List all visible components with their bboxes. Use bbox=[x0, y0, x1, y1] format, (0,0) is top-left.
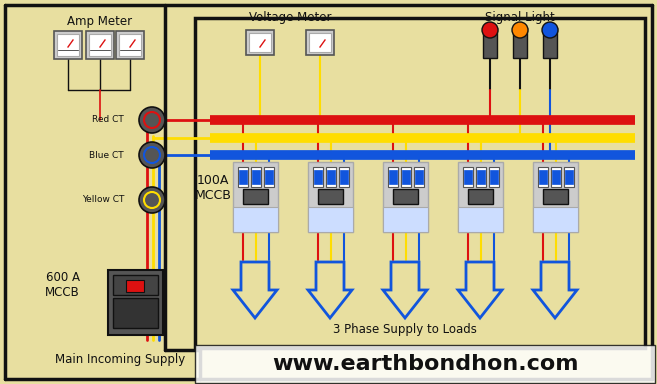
Text: Yellow CT: Yellow CT bbox=[81, 195, 124, 205]
Circle shape bbox=[139, 107, 165, 133]
Bar bbox=[313, 167, 323, 187]
Bar bbox=[233, 162, 278, 232]
Text: Voltage Meter: Voltage Meter bbox=[249, 12, 331, 25]
Bar bbox=[489, 167, 499, 187]
Bar bbox=[306, 30, 334, 55]
Bar bbox=[113, 275, 158, 295]
Bar bbox=[477, 170, 485, 184]
Bar bbox=[393, 189, 418, 204]
Bar bbox=[195, 18, 645, 348]
Bar bbox=[458, 162, 503, 232]
Bar bbox=[458, 207, 503, 232]
Text: www.earthbondhon.com: www.earthbondhon.com bbox=[272, 354, 578, 374]
Bar bbox=[539, 170, 547, 184]
Bar bbox=[54, 31, 82, 59]
Bar bbox=[388, 167, 398, 187]
Bar bbox=[565, 170, 573, 184]
Bar bbox=[383, 162, 428, 232]
Bar bbox=[86, 31, 114, 59]
Bar bbox=[249, 33, 271, 52]
Bar bbox=[108, 270, 163, 335]
Bar bbox=[468, 189, 493, 204]
Bar bbox=[340, 170, 348, 184]
Text: 100A
MCCB: 100A MCCB bbox=[194, 174, 231, 202]
Bar bbox=[464, 170, 472, 184]
Bar bbox=[314, 170, 322, 184]
Circle shape bbox=[542, 22, 558, 38]
Bar bbox=[308, 162, 353, 232]
Circle shape bbox=[139, 142, 165, 168]
Bar bbox=[490, 170, 498, 184]
Bar bbox=[309, 33, 331, 52]
Bar bbox=[552, 170, 560, 184]
Bar bbox=[483, 28, 497, 58]
Bar bbox=[116, 31, 144, 59]
Bar bbox=[246, 30, 274, 55]
Text: Blue CT: Blue CT bbox=[89, 151, 124, 159]
Bar bbox=[233, 207, 278, 232]
Bar bbox=[89, 34, 111, 56]
Bar bbox=[401, 167, 411, 187]
Bar bbox=[533, 207, 578, 232]
Bar bbox=[538, 167, 548, 187]
Bar bbox=[564, 167, 574, 187]
Bar bbox=[327, 170, 335, 184]
Text: Signal Light: Signal Light bbox=[485, 12, 555, 25]
Bar bbox=[414, 167, 424, 187]
Bar bbox=[339, 167, 349, 187]
Circle shape bbox=[139, 187, 165, 213]
Bar bbox=[543, 189, 568, 204]
Text: 3 Phase Supply to Loads: 3 Phase Supply to Loads bbox=[333, 323, 477, 336]
Bar bbox=[476, 167, 486, 187]
Bar bbox=[543, 28, 557, 58]
Bar bbox=[265, 170, 273, 184]
Bar bbox=[238, 167, 248, 187]
Text: Main Incoming Supply: Main Incoming Supply bbox=[55, 354, 185, 366]
Bar bbox=[402, 170, 410, 184]
Bar bbox=[415, 170, 423, 184]
Text: Amp Meter: Amp Meter bbox=[68, 15, 133, 28]
Bar bbox=[113, 298, 158, 328]
Circle shape bbox=[512, 22, 528, 38]
Bar bbox=[251, 167, 261, 187]
Text: 600 A
MCCB: 600 A MCCB bbox=[45, 271, 80, 299]
Bar bbox=[551, 167, 561, 187]
Bar bbox=[252, 170, 260, 184]
Bar bbox=[389, 170, 397, 184]
Bar bbox=[326, 167, 336, 187]
Bar bbox=[243, 189, 268, 204]
Bar bbox=[318, 189, 343, 204]
Bar bbox=[57, 34, 79, 56]
Bar bbox=[195, 345, 655, 383]
Bar bbox=[126, 280, 144, 292]
Bar bbox=[308, 207, 353, 232]
Bar bbox=[239, 170, 247, 184]
Bar bbox=[119, 34, 141, 56]
Circle shape bbox=[482, 22, 498, 38]
Bar bbox=[533, 162, 578, 232]
Bar bbox=[463, 167, 473, 187]
Bar bbox=[383, 207, 428, 232]
Bar bbox=[264, 167, 274, 187]
Bar bbox=[513, 28, 527, 58]
Text: Red CT: Red CT bbox=[92, 116, 124, 124]
